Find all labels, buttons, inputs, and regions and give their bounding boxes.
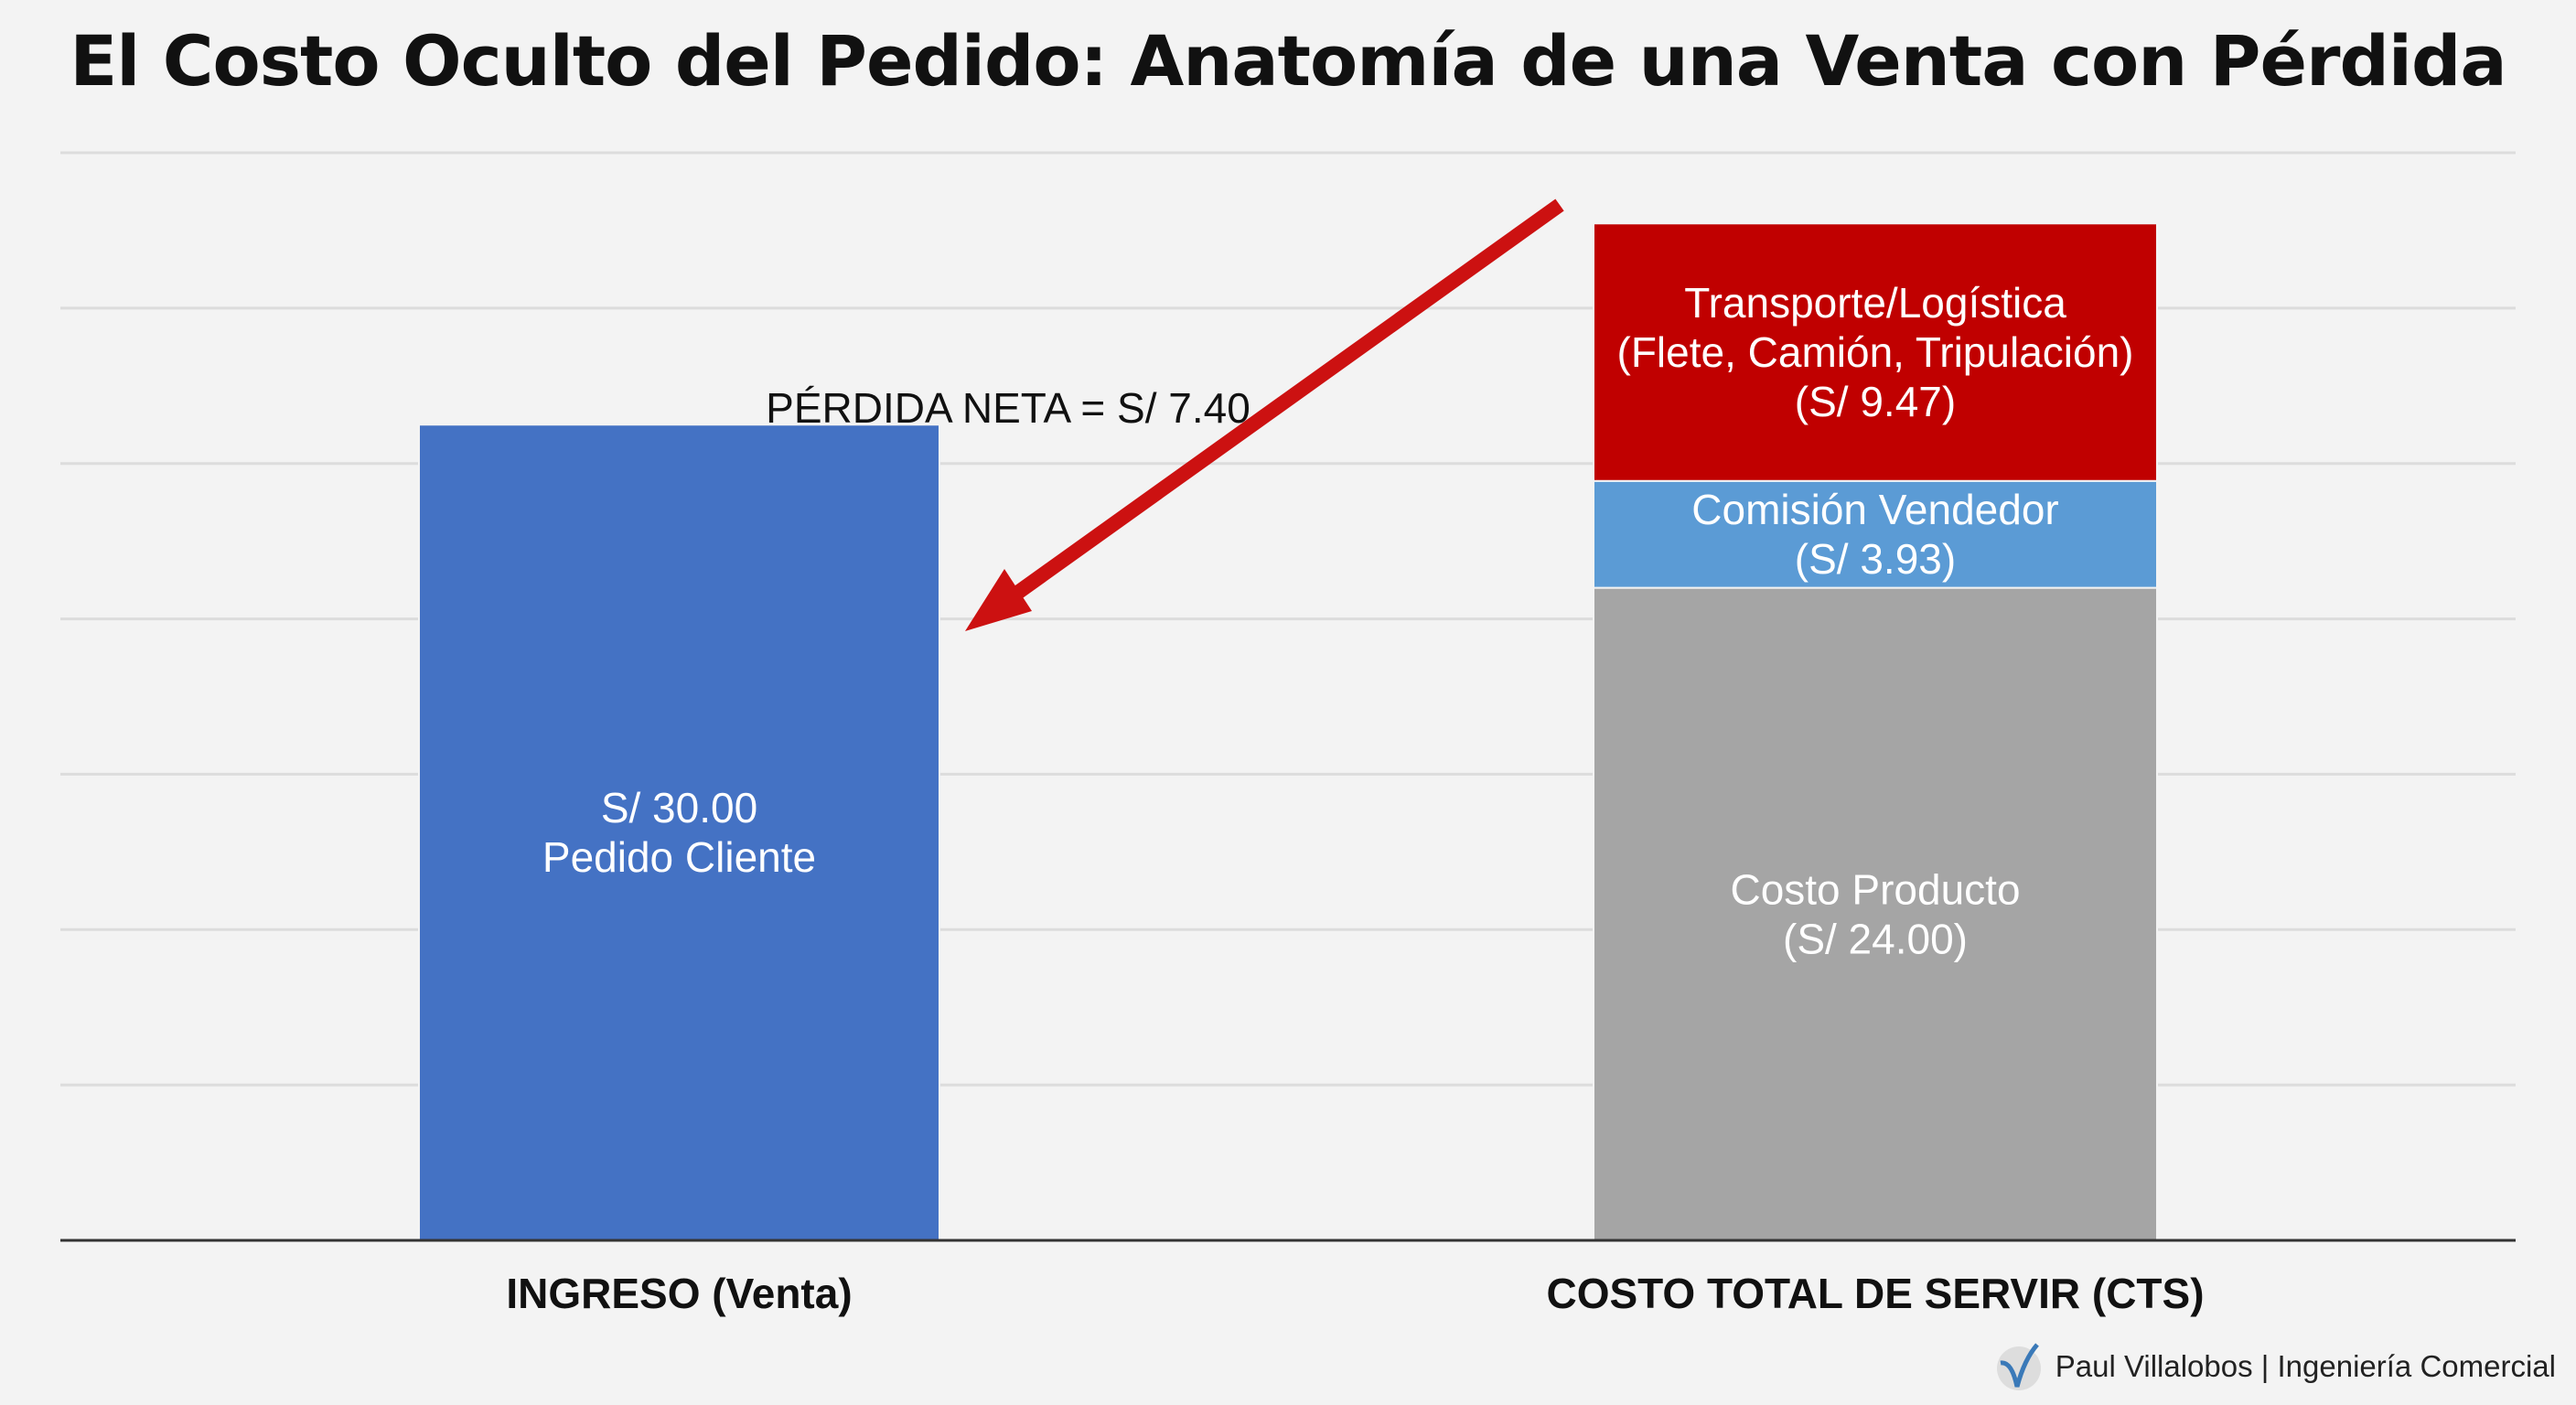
- bar-segment: [1593, 222, 2158, 482]
- footer: Paul Villalobos | Ingeniería Comercial: [1995, 1341, 2556, 1392]
- bar-segment: [418, 424, 940, 1241]
- segment-label: (Flete, Camión, Tripulación): [1617, 328, 2134, 376]
- segment-label: Comisión Vendedor: [1691, 486, 2058, 533]
- category-label: INGRESO (Venta): [506, 1270, 852, 1317]
- segment-label: Costo Producto: [1730, 865, 2020, 913]
- loss-annotation: PÉRDIDA NETA = S/ 7.40: [766, 384, 1250, 432]
- segment-label: (S/ 24.00): [1783, 915, 1968, 962]
- category-label: COSTO TOTAL DE SERVIR (CTS): [1546, 1270, 2204, 1317]
- segment-label: Transporte/Logística: [1684, 279, 2066, 327]
- logo-check-icon: [1996, 1343, 2041, 1390]
- segment-label: (S/ 9.47): [1795, 378, 1956, 425]
- loss-arrow-head-icon: [965, 569, 1032, 631]
- segment-label: (S/ 3.93): [1795, 535, 1956, 583]
- loss-arrow-shaft: [993, 198, 1564, 614]
- chart-title: El Costo Oculto del Pedido: Anatomía de …: [70, 20, 2506, 102]
- segment-label: Pedido Cliente: [542, 833, 816, 881]
- segment-label: S/ 30.00: [601, 784, 757, 831]
- footer-text: Paul Villalobos | Ingeniería Comercial: [2055, 1349, 2556, 1383]
- bar-segment: [1593, 586, 2158, 1241]
